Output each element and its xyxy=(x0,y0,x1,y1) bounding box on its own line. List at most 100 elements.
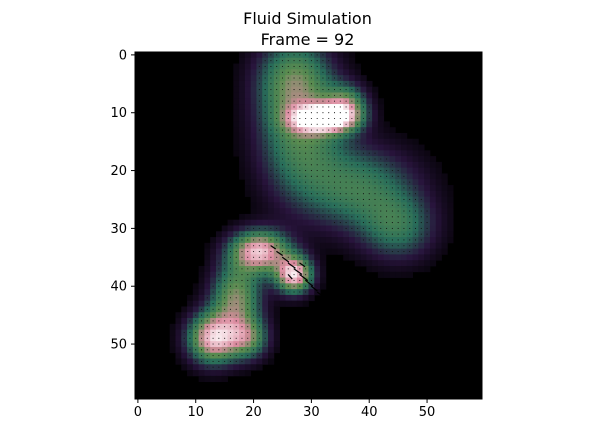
velocity-dot xyxy=(316,187,318,189)
velocity-dot xyxy=(299,198,301,201)
velocity-dot xyxy=(229,279,231,281)
heatmap-cell xyxy=(250,121,257,128)
heatmap-cell xyxy=(227,370,234,377)
heatmap-cell xyxy=(256,167,263,174)
heatmap-cell xyxy=(244,185,252,192)
heatmap-cell xyxy=(429,248,437,255)
velocity-dot xyxy=(403,227,405,229)
velocity-dot xyxy=(305,164,307,166)
heatmap-cell xyxy=(320,277,327,284)
heatmap-cell xyxy=(366,132,373,140)
velocity-dot xyxy=(362,227,364,229)
velocity-dot xyxy=(322,170,324,172)
velocity-dot xyxy=(293,83,295,85)
heatmap-cell xyxy=(401,138,408,145)
velocity-dot xyxy=(264,331,266,334)
heatmap-cell xyxy=(360,254,367,261)
heatmap-cell xyxy=(291,300,298,307)
heatmap-cell xyxy=(337,52,344,59)
velocity-dot xyxy=(264,83,266,85)
velocity-dot xyxy=(258,291,260,293)
velocity-dot xyxy=(345,222,347,224)
velocity-dot xyxy=(322,164,324,166)
velocity-dot xyxy=(322,60,324,62)
velocity-dot xyxy=(218,343,220,345)
velocity-dot xyxy=(357,89,359,91)
velocity-dot xyxy=(270,83,272,85)
heatmap-cell xyxy=(187,300,194,307)
heatmap-cell xyxy=(250,57,257,64)
velocity-dot xyxy=(368,233,370,235)
heatmap-cell xyxy=(244,121,252,128)
velocity-dot xyxy=(357,123,359,125)
velocity-dot xyxy=(351,164,353,166)
velocity-dot xyxy=(299,256,301,258)
heatmap-cell xyxy=(383,260,390,267)
heatmap-cell xyxy=(250,109,257,117)
velocity-dot xyxy=(189,349,191,351)
velocity-dot xyxy=(253,268,255,270)
heatmap-cell xyxy=(262,300,269,307)
velocity-dot xyxy=(316,181,318,183)
velocity-dot xyxy=(281,262,284,264)
y-tick-label: 0 xyxy=(119,48,127,63)
velocity-dot xyxy=(270,256,272,258)
heatmap-cell xyxy=(192,306,200,313)
heatmap-cell xyxy=(383,265,390,273)
velocity-dot xyxy=(287,71,289,73)
heatmap-cell xyxy=(308,248,315,255)
velocity-dot xyxy=(195,331,197,334)
heatmap-cell xyxy=(250,69,257,76)
heatmap-cell xyxy=(418,242,425,250)
velocity-dot xyxy=(362,158,364,160)
velocity-dot xyxy=(351,170,353,172)
velocity-dot xyxy=(281,158,284,160)
velocity-dot xyxy=(270,135,272,137)
velocity-dot xyxy=(258,117,260,120)
velocity-dot xyxy=(299,100,301,102)
velocity-dot xyxy=(200,331,203,334)
velocity-dot xyxy=(224,291,226,293)
velocity-dot xyxy=(276,279,278,281)
chart-subtitle: Frame = 92 xyxy=(260,30,355,49)
heatmap-cell xyxy=(343,52,350,59)
heatmap-cell xyxy=(354,260,361,267)
velocity-dot xyxy=(409,187,411,189)
heatmap-cell xyxy=(320,260,327,267)
velocity-dot xyxy=(229,239,231,241)
velocity-dot xyxy=(357,181,359,183)
velocity-dot xyxy=(212,320,214,322)
heatmap-cell xyxy=(244,213,252,221)
heatmap-cell xyxy=(406,271,413,278)
velocity-dot xyxy=(333,181,336,183)
velocity-dot xyxy=(339,94,341,96)
heatmap-cell xyxy=(187,364,194,371)
velocity-dot xyxy=(299,164,301,166)
velocity-dot xyxy=(281,135,284,137)
velocity-dot xyxy=(235,239,237,241)
velocity-dot xyxy=(270,233,272,235)
velocity-dot xyxy=(229,285,231,287)
velocity-dot xyxy=(322,89,324,91)
velocity-dot xyxy=(264,71,266,73)
velocity-dot xyxy=(305,291,307,293)
velocity-dot xyxy=(195,355,197,357)
heatmap-cell xyxy=(401,132,408,140)
heatmap-cell xyxy=(366,138,373,145)
velocity-dot xyxy=(351,146,353,148)
heatmap-cell xyxy=(418,173,425,180)
heatmap-cell xyxy=(348,75,356,82)
heatmap-cell xyxy=(435,231,442,238)
heatmap-cell xyxy=(273,196,280,203)
velocity-dot xyxy=(386,222,388,224)
velocity-dot xyxy=(299,54,301,56)
heatmap-cell xyxy=(268,190,275,197)
velocity-dot xyxy=(212,326,214,328)
velocity-dot xyxy=(351,135,353,137)
velocity-arrow xyxy=(287,262,296,269)
heatmap-cell xyxy=(268,219,275,226)
heatmap-cell xyxy=(239,80,246,88)
velocity-dot xyxy=(362,216,364,218)
velocity-dot xyxy=(287,117,289,120)
